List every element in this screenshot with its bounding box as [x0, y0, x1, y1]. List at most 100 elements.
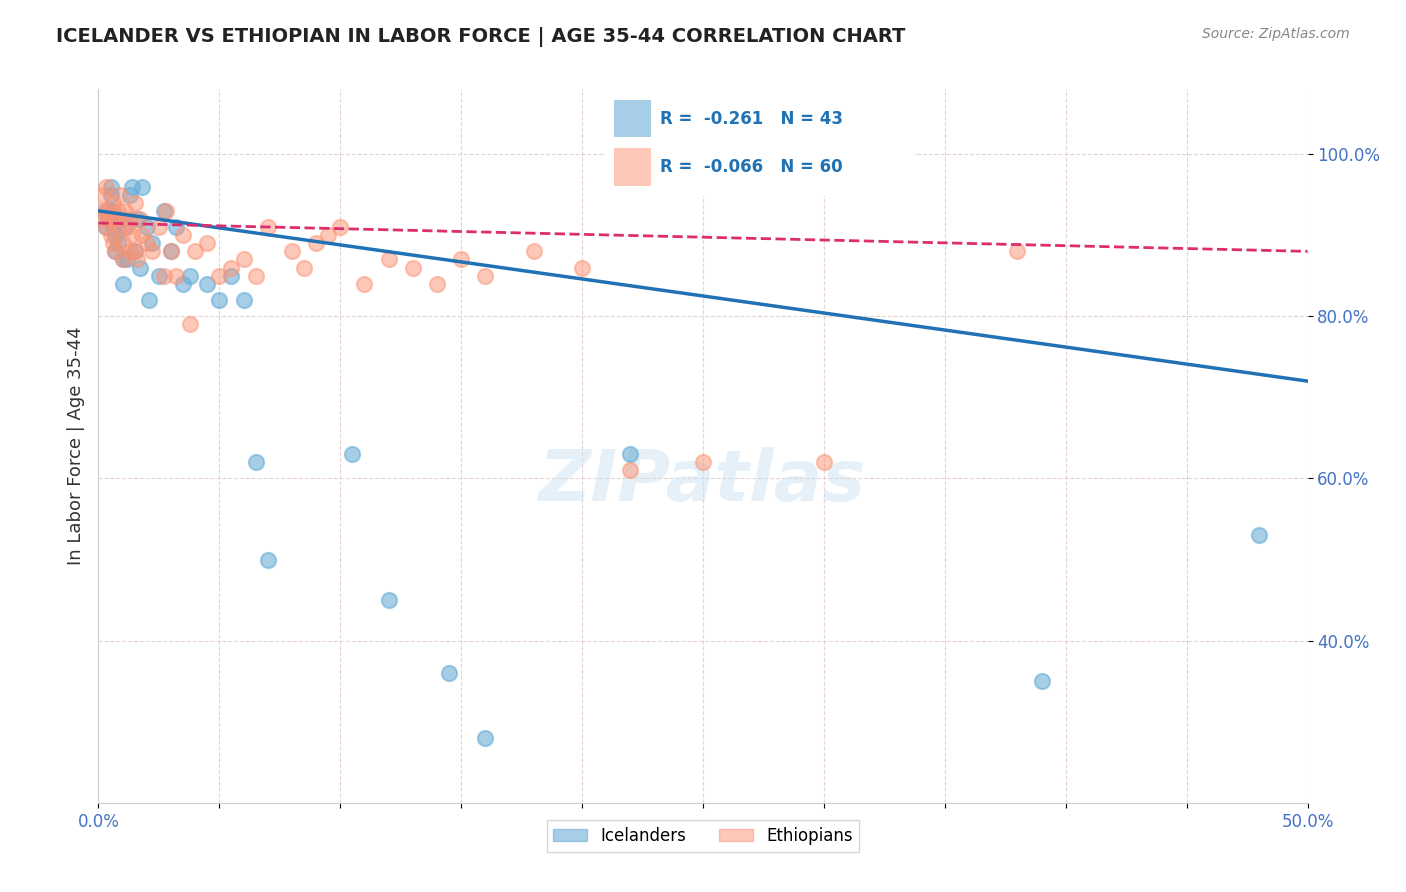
- Point: [101, 236, 124, 251]
- Point: [104, 228, 127, 243]
- Point: [101, 220, 124, 235]
- Point: [619, 447, 641, 461]
- Point: [141, 244, 163, 259]
- Text: R =  -0.261   N = 43: R = -0.261 N = 43: [661, 111, 844, 128]
- Point: [692, 455, 714, 469]
- Point: [165, 268, 187, 283]
- Point: [135, 220, 157, 235]
- Point: [619, 463, 641, 477]
- Point: [111, 277, 134, 291]
- Point: [245, 455, 267, 469]
- Legend: Icelanders, Ethiopians: Icelanders, Ethiopians: [547, 821, 859, 852]
- Text: ZIPatlas: ZIPatlas: [540, 447, 866, 516]
- Point: [117, 220, 139, 235]
- Point: [172, 277, 194, 291]
- Point: [172, 228, 194, 243]
- Point: [208, 293, 231, 307]
- Point: [100, 228, 122, 243]
- Point: [316, 228, 339, 243]
- Point: [160, 244, 183, 259]
- FancyBboxPatch shape: [599, 87, 920, 198]
- Point: [111, 236, 134, 251]
- Text: Source: ZipAtlas.com: Source: ZipAtlas.com: [1202, 27, 1350, 41]
- Point: [108, 187, 131, 202]
- Point: [124, 244, 146, 259]
- Point: [104, 244, 127, 259]
- Point: [426, 277, 449, 291]
- Point: [141, 236, 163, 251]
- Point: [377, 593, 399, 607]
- Point: [195, 236, 218, 251]
- Point: [221, 260, 243, 275]
- Point: [104, 211, 127, 226]
- Point: [184, 244, 207, 259]
- Point: [305, 236, 328, 251]
- Point: [195, 277, 218, 291]
- Point: [94, 203, 117, 218]
- Text: R =  -0.066   N = 60: R = -0.066 N = 60: [661, 159, 842, 177]
- Point: [111, 252, 134, 267]
- Point: [450, 252, 472, 267]
- Point: [94, 220, 117, 235]
- Point: [97, 211, 120, 226]
- Point: [179, 318, 201, 332]
- Point: [135, 236, 157, 251]
- Point: [107, 203, 129, 218]
- Point: [523, 244, 546, 259]
- Point: [148, 268, 170, 283]
- Bar: [614, 148, 651, 186]
- Point: [1007, 244, 1029, 259]
- Point: [160, 244, 183, 259]
- Point: [127, 211, 149, 226]
- Point: [292, 260, 315, 275]
- Point: [91, 211, 114, 226]
- Point: [281, 244, 304, 259]
- Point: [118, 211, 141, 226]
- Point: [97, 203, 120, 218]
- Point: [128, 260, 150, 275]
- Point: [131, 228, 153, 243]
- Point: [474, 268, 496, 283]
- Point: [1031, 674, 1053, 689]
- Point: [342, 447, 364, 461]
- Point: [256, 552, 278, 566]
- Point: [232, 252, 254, 267]
- Point: [107, 220, 129, 235]
- Point: [208, 268, 231, 283]
- Point: [245, 268, 267, 283]
- Point: [256, 220, 278, 235]
- Point: [329, 220, 352, 235]
- Point: [114, 203, 136, 218]
- Point: [165, 220, 187, 235]
- Point: [437, 666, 460, 681]
- Point: [101, 195, 124, 210]
- Point: [813, 455, 835, 469]
- Point: [155, 203, 177, 218]
- Y-axis label: In Labor Force | Age 35-44: In Labor Force | Age 35-44: [66, 326, 84, 566]
- Point: [402, 260, 425, 275]
- Point: [474, 731, 496, 745]
- Point: [108, 211, 131, 226]
- Point: [94, 220, 117, 235]
- Point: [571, 260, 593, 275]
- Point: [179, 268, 201, 283]
- Point: [152, 268, 174, 283]
- Point: [124, 195, 146, 210]
- Point: [121, 228, 143, 243]
- Point: [127, 252, 149, 267]
- Point: [100, 187, 122, 202]
- Point: [128, 211, 150, 226]
- Text: ICELANDER VS ETHIOPIAN IN LABOR FORCE | AGE 35-44 CORRELATION CHART: ICELANDER VS ETHIOPIAN IN LABOR FORCE | …: [56, 27, 905, 46]
- Point: [148, 220, 170, 235]
- Point: [100, 179, 122, 194]
- Point: [107, 236, 129, 251]
- Bar: [614, 100, 651, 137]
- Point: [221, 268, 243, 283]
- Point: [90, 203, 112, 218]
- Point: [377, 252, 399, 267]
- Point: [152, 203, 174, 218]
- Point: [353, 277, 375, 291]
- Point: [114, 220, 136, 235]
- Point: [121, 179, 143, 194]
- Point: [91, 187, 114, 202]
